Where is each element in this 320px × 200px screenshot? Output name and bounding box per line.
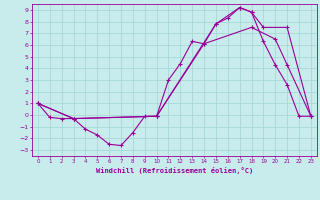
- X-axis label: Windchill (Refroidissement éolien,°C): Windchill (Refroidissement éolien,°C): [96, 167, 253, 174]
